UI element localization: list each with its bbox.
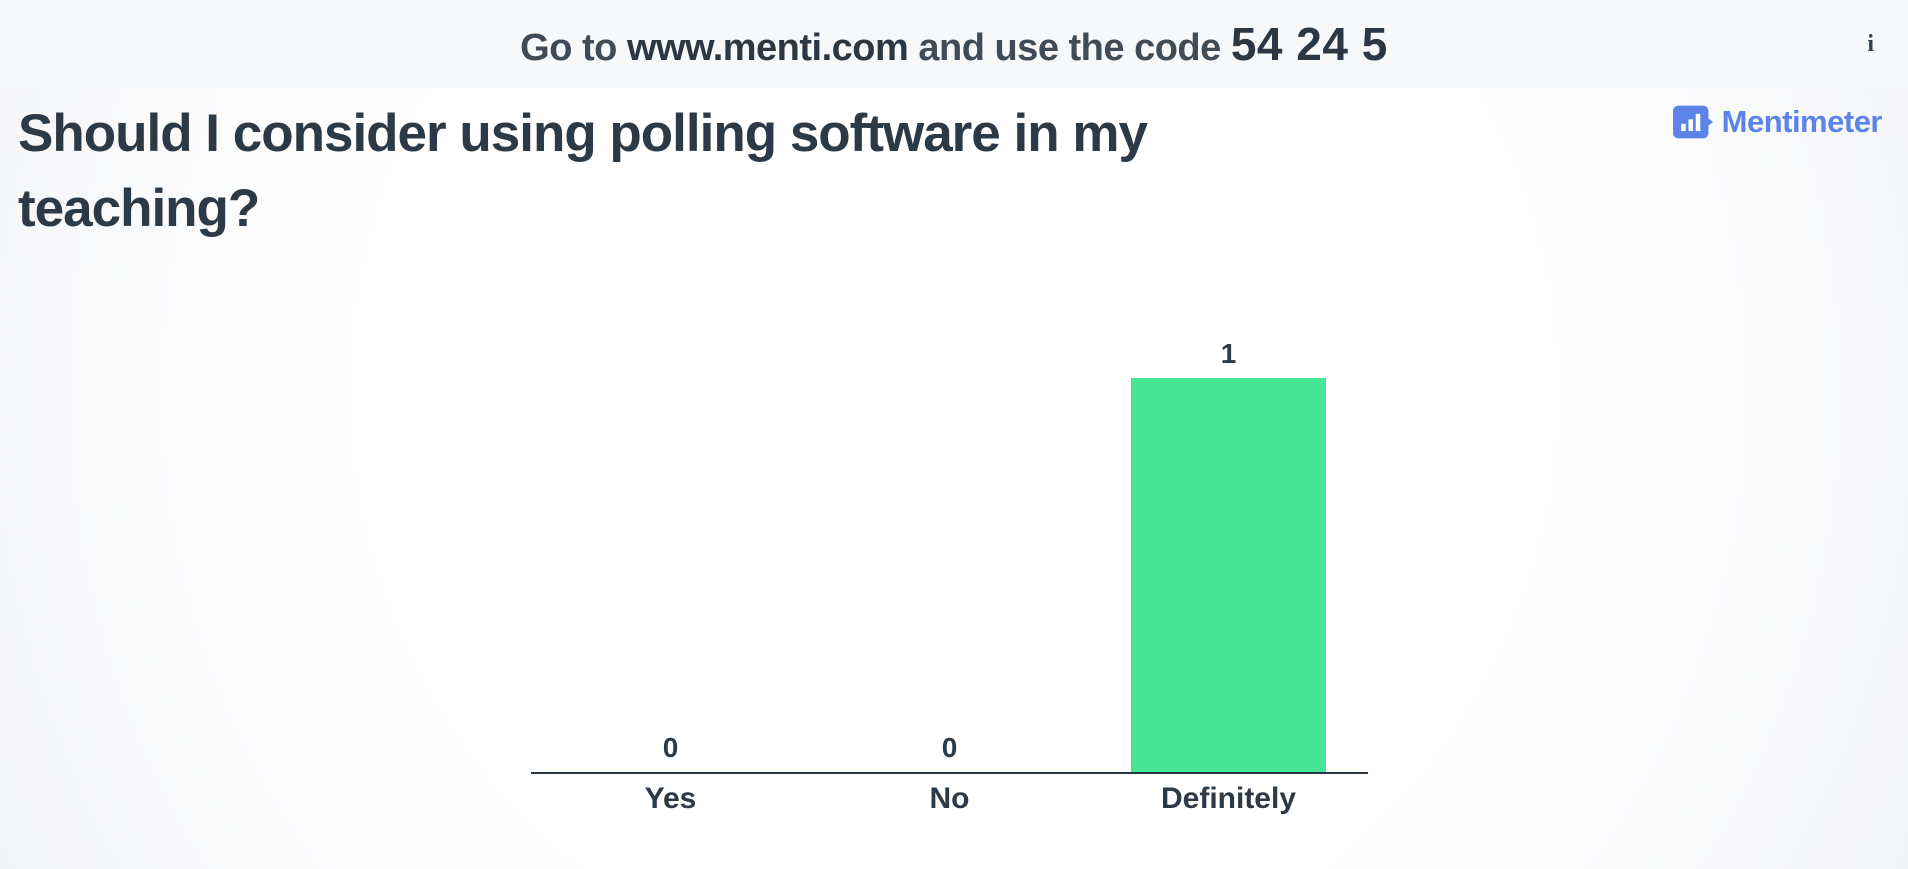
mentimeter-logo-icon [1672, 105, 1713, 139]
join-code: 54 24 5 [1230, 18, 1388, 70]
bar [1131, 378, 1326, 772]
category-label: Yes [644, 782, 697, 815]
bar-chart: 0 0 1 Yes No Definitely [531, 300, 1368, 814]
mentimeter-logo: Mentimeter [1672, 104, 1883, 140]
category-label: No [929, 782, 970, 815]
bars-row: 0 0 1 [531, 300, 1368, 772]
join-instruction-prefix: Go to [520, 27, 627, 69]
join-instruction-bar: Go to www.menti.com and use the code 54 … [0, 0, 1908, 88]
bar-slot: 0 [810, 734, 1089, 772]
bar-value-label: 1 [1220, 338, 1237, 369]
join-instruction-middle: and use the code [908, 27, 1231, 69]
poll-question-title: Should I consider using polling software… [18, 104, 1148, 239]
bar-value-label: 0 [662, 732, 679, 763]
info-icon[interactable]: i [1867, 31, 1874, 57]
category-labels-row: Yes No Definitely [531, 784, 1368, 814]
join-url: www.menti.com [626, 27, 909, 69]
category-label: Definitely [1160, 782, 1297, 815]
x-axis-line [531, 772, 1368, 774]
mentimeter-logo-text: Mentimeter [1721, 104, 1883, 139]
join-instruction: Go to www.menti.com and use the code 54 … [520, 17, 1388, 71]
bar-value-label: 0 [941, 732, 958, 763]
bar-slot: 1 [1089, 340, 1368, 772]
bar-slot: 0 [531, 734, 810, 772]
